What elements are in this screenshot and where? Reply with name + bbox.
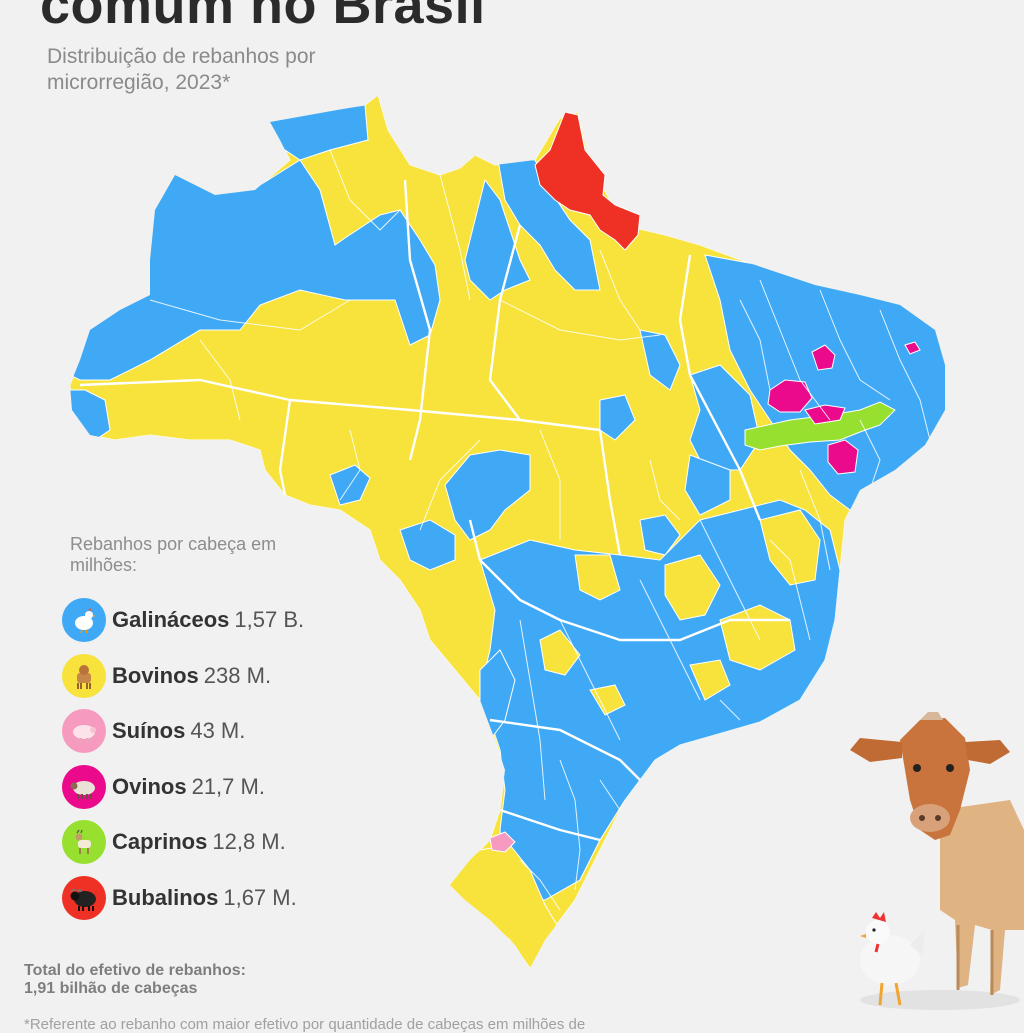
region-maranhao-west [639,329,681,391]
legend-name: Ovinos [112,773,187,799]
page-subtitle: Distribuição de rebanhos por microrregiã… [47,45,316,94]
region-sheep-2 [811,344,836,371]
cow-illustration-icon [850,712,1024,995]
region-mt-center [444,449,531,541]
legend-item-caprinos: Caprinos 12,8 M. [62,820,304,865]
cow-and-chicken-illustration [850,712,1024,1010]
cow-icon [62,653,106,698]
region-mg-cattle-2 [719,604,796,671]
region-sp-cattle [539,629,581,676]
legend-item-bovinos: Bovinos 238 M. [62,653,304,698]
pig-icon [62,709,106,754]
legend-name: Caprinos [112,829,208,855]
legend-value: 43 M. [190,718,246,744]
legend-value: 238 M. [203,662,272,688]
region-mg-cattle-1 [664,554,721,621]
region-sheep-1 [767,379,813,413]
legend-name: Bubalinos [112,884,219,910]
sheep-icon [62,764,106,809]
region-sheep-3 [804,404,846,425]
legend-name: Galináceos [112,607,230,632]
region-mg-cattle-3 [689,659,731,701]
legend-name: Bovinos [112,662,199,688]
chicken-icon [62,598,106,642]
goat-icon [62,820,106,865]
buffalo-icon [62,875,106,920]
legend: Galináceos 1,57 B. Bovinos 238 M. Suínos… [62,598,304,932]
region-to-patch [599,394,636,441]
total-value: 1,91 bilhão de cabeças [24,980,198,997]
legend-item-bubalinos: Bubalinos 1,67 M. [62,875,304,920]
legend-item-ovinos: Ovinos 21,7 M. [62,764,304,809]
legend-name: Suínos [112,718,186,744]
region-ms-west [399,519,456,571]
legend-value: 1,57 B. [234,607,305,632]
legend-value: 12,8 M. [212,829,286,855]
region-go-cattle [574,554,621,601]
region-pig-rs [489,831,516,853]
legend-item-suinos: Suínos 43 M. [62,709,304,754]
map-borders [79,149,931,911]
region-amapa-mid [464,178,531,301]
page-title: comum no Brasil [40,0,486,35]
legend-value: 21,7 M. [191,773,265,799]
region-sp-cattle-2 [589,684,626,716]
region-bahia-west [684,454,731,516]
legend-value: 1,67 M. [223,884,297,910]
region-sheep-4 [827,439,859,475]
total-herd: Total do efetivo de rebanhos: 1,91 bilhã… [24,962,246,998]
region-ba-cattle [759,509,821,586]
region-amazon-west [70,159,441,381]
legend-item-galinaceos: Galináceos 1,57 B. [62,598,304,642]
legend-title: Rebanhos por cabeça em milhões: [70,534,277,575]
region-sheep-5 [904,341,921,355]
region-buffalo-marajo [534,111,641,251]
footnote: *Referente ao rebanho com maior efetivo … [24,1016,586,1033]
region-go-patch [639,514,681,556]
chicken-illustration-icon [860,912,925,1006]
total-label: Total do efetivo de rebanhos: [24,962,246,979]
map-regions [70,95,945,968]
